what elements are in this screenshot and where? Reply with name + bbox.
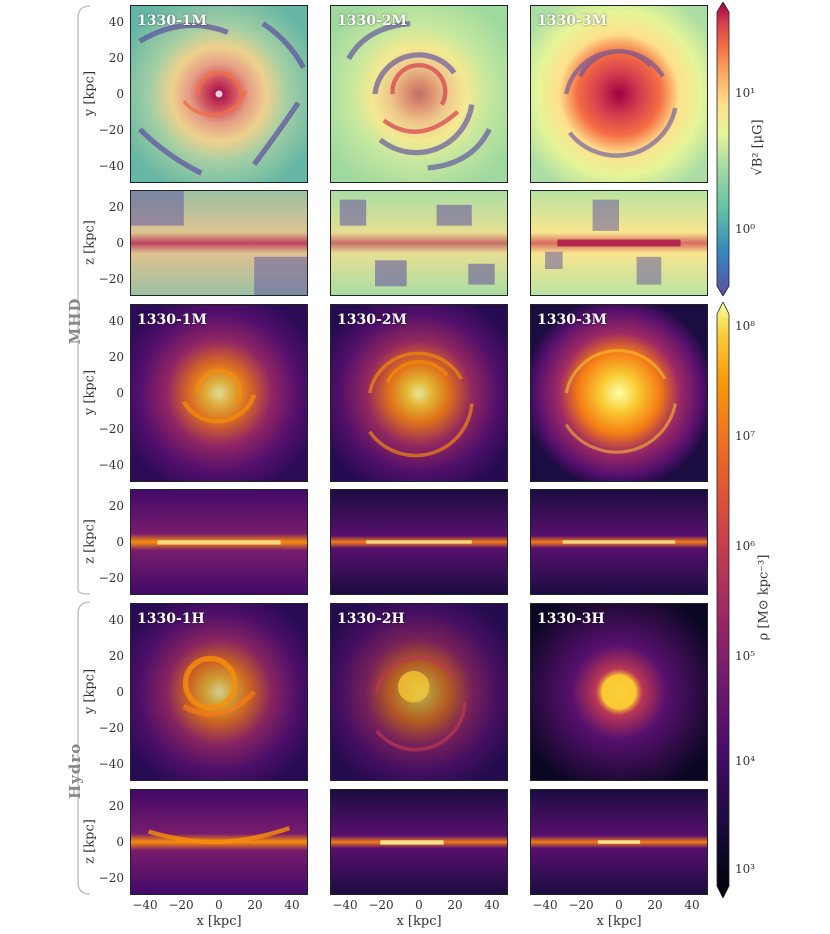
z-tick: −20 xyxy=(98,571,124,585)
z-tick: 20 xyxy=(108,499,124,513)
x-axis-title: x [kpc] xyxy=(396,914,442,929)
y-tick: −40 xyxy=(98,458,124,472)
panel-bfield-edge-3M xyxy=(530,190,708,296)
y-tick: 20 xyxy=(108,649,124,663)
x-tick: 0 xyxy=(415,898,423,912)
y-tick: 0 xyxy=(116,87,124,101)
y-tick: 20 xyxy=(108,51,124,65)
hydro-brace xyxy=(77,601,91,895)
y-tick: 40 xyxy=(108,15,124,29)
z-tick: 0 xyxy=(116,236,124,250)
y-tick: −40 xyxy=(98,757,124,771)
y-tick: 20 xyxy=(108,350,124,364)
x-tick: −20 xyxy=(368,898,394,912)
z-tick: 0 xyxy=(116,835,124,849)
panel-density-face-2H: 1330-2H xyxy=(330,603,508,781)
z-tick: 0 xyxy=(116,535,124,549)
panel-density-edge-1M xyxy=(130,489,308,595)
panel-density-edge-3M xyxy=(530,489,708,595)
panel-label: 1330-2M xyxy=(337,13,408,29)
panel-bfield-face-2M: 1330-2M xyxy=(330,5,508,183)
y-tick: −20 xyxy=(98,422,124,436)
x-tick: 20 xyxy=(647,898,663,912)
panel-density-face-1H: 1330-1H xyxy=(130,603,308,781)
x-tick: 0 xyxy=(215,898,223,912)
panel-density-face-3H: 1330-3H xyxy=(530,603,708,781)
panel-label: 1330-2M xyxy=(337,312,408,328)
x-axis-title: x [kpc] xyxy=(196,914,242,929)
x-tick: −20 xyxy=(568,898,594,912)
x-tick: −40 xyxy=(532,898,558,912)
x-tick: −40 xyxy=(132,898,158,912)
y-tick: −20 xyxy=(98,123,124,137)
x-tick: 20 xyxy=(447,898,463,912)
panel-bfield-edge-1M xyxy=(130,190,308,296)
panel-bfield-face-1M: 1330-1M xyxy=(130,5,308,183)
panel-density-edge-1H xyxy=(130,789,308,895)
panel-density-face-3M: 1330-3M xyxy=(530,304,708,482)
panel-label: 1330-1M xyxy=(137,312,208,328)
bfield-tick: 10¹ xyxy=(735,86,756,100)
density-tick: 10⁷ xyxy=(735,429,756,443)
bfield-tick: 10⁰ xyxy=(735,222,756,236)
density-colorbar-label: ρ [M⊙ kpc⁻³] xyxy=(756,554,772,641)
x-tick: 0 xyxy=(615,898,623,912)
bfield-colorbar-label: √B² [μG] xyxy=(750,119,766,176)
density-tick: 10⁶ xyxy=(735,539,756,553)
density-tick: 10⁸ xyxy=(735,319,756,333)
density-tick: 10³ xyxy=(735,862,756,876)
panel-label: 1330-1M xyxy=(137,13,208,29)
panel-density-face-1M: 1330-1M xyxy=(130,304,308,482)
y-tick: 0 xyxy=(116,685,124,699)
y-tick: 0 xyxy=(116,386,124,400)
panel-density-edge-2M xyxy=(330,489,508,595)
x-tick: 40 xyxy=(684,898,700,912)
x-tick: −20 xyxy=(168,898,194,912)
mhd-label: MHD xyxy=(66,297,84,345)
panel-label: 1330-3M xyxy=(537,13,608,29)
y-tick: −20 xyxy=(98,721,124,735)
y-tick: 40 xyxy=(108,613,124,627)
panel-label: 1330-3M xyxy=(537,312,608,328)
panel-bfield-edge-2M xyxy=(330,190,508,296)
mhd-brace xyxy=(77,5,91,595)
x-tick: −40 xyxy=(332,898,358,912)
x-tick: 40 xyxy=(484,898,500,912)
density-tick: 10⁴ xyxy=(735,754,756,768)
z-tick: −20 xyxy=(98,272,124,286)
density-tick: 10⁵ xyxy=(735,649,756,663)
panel-label: 1330-1H xyxy=(137,611,205,627)
z-tick: 20 xyxy=(108,200,124,214)
bfield-colorbar xyxy=(716,2,730,296)
panel-density-edge-3H xyxy=(530,789,708,895)
x-tick: 40 xyxy=(284,898,300,912)
panel-label: 1330-3H xyxy=(537,611,605,627)
y-tick: 40 xyxy=(108,314,124,328)
y-tick: −40 xyxy=(98,159,124,173)
x-axis-title: x [kpc] xyxy=(596,914,642,929)
z-tick: −20 xyxy=(98,871,124,885)
panel-density-face-2M: 1330-2M xyxy=(330,304,508,482)
panel-bfield-face-3M: 1330-3M xyxy=(530,5,708,183)
z-tick: 20 xyxy=(108,799,124,813)
panel-density-edge-2H xyxy=(330,789,508,895)
panel-label: 1330-2H xyxy=(337,611,405,627)
density-colorbar xyxy=(716,302,730,898)
x-tick: 20 xyxy=(247,898,263,912)
hydro-label: Hydro xyxy=(66,742,84,799)
